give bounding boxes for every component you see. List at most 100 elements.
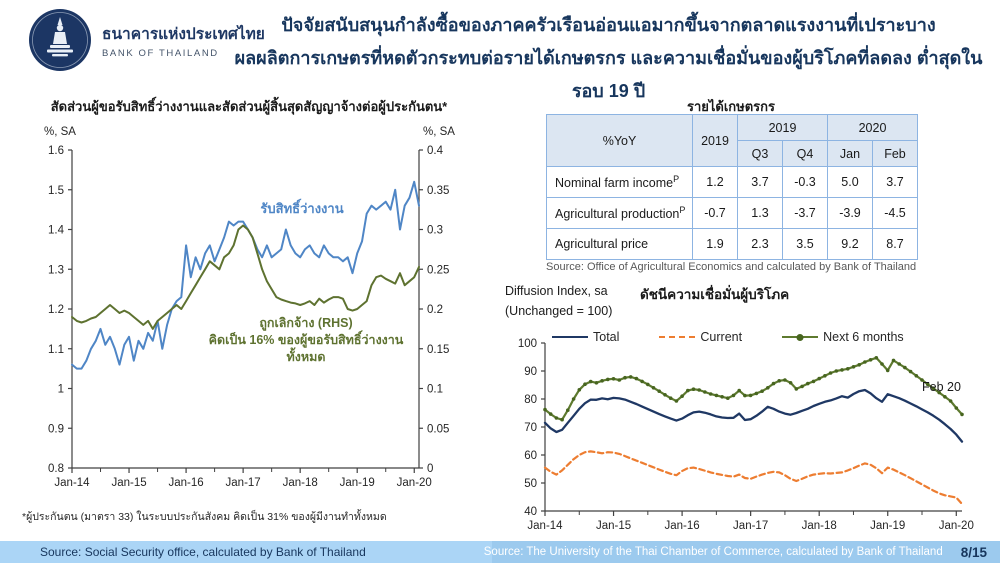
svg-text:90: 90 <box>524 366 537 378</box>
svg-text:%, SA: %, SA <box>44 126 76 138</box>
svg-text:Jan-17: Jan-17 <box>226 477 261 489</box>
col-header-jan: Jan <box>827 140 873 167</box>
total-line-swatch <box>552 336 588 338</box>
cell-value: 1.3 <box>737 197 783 229</box>
cell-value: 3.7 <box>737 166 783 198</box>
feb20-annotation: Feb 20 <box>922 380 961 394</box>
bank-name-th: ธนาคารแห่งประเทศไทย <box>102 26 265 43</box>
bank-name-en: BANK OF THAILAND <box>102 48 219 59</box>
table-row: Nominal farm incomeP 1.2 3.7 -0.3 5.0 3.7 <box>546 166 918 198</box>
diffusion-unit-label2: (Unchanged = 100) <box>505 304 613 318</box>
cell-value: 1.2 <box>692 166 738 198</box>
diffusion-unit-label: Diffusion Index, sa <box>505 284 608 298</box>
cell-value: -0.7 <box>692 197 738 229</box>
series-benefit-claims <box>71 180 420 370</box>
svg-text:60: 60 <box>524 450 537 462</box>
legend-label-total: Total <box>593 330 620 344</box>
cell-value: -4.5 <box>872 197 918 229</box>
svg-text:Jan-17: Jan-17 <box>733 520 768 532</box>
cell-value: 3.5 <box>782 228 828 260</box>
legend-item-current: Current <box>659 330 742 344</box>
svg-text:70: 70 <box>524 422 537 434</box>
svg-text:1.2: 1.2 <box>48 304 64 316</box>
svg-text:1.4: 1.4 <box>48 225 65 237</box>
benefit-claims-label: รับสิทธิ์ว่างงาน <box>260 201 344 216</box>
legend-label-next6: Next 6 months <box>823 330 904 344</box>
slide-title: ปัจจัยสนับสนุนกำลังซื้อของภาคครัวเรือนอ่… <box>225 9 992 108</box>
confidence-chart: 100 90 80 70 60 50 40 Jan-14 Jan-15 Jan-16 Jan-17 J… <box>518 338 974 532</box>
svg-text:0.2: 0.2 <box>427 304 443 316</box>
confidence-chart-title: ดัชนีความเชื่อมั่นผู้บริโภค <box>640 287 790 302</box>
table-row: Agricultural price 1.9 2.3 3.5 9.2 8.7 <box>546 228 918 260</box>
farm-income-table: %YoY 2019 2019 2020 Q3 Q4 Jan Feb Nomina… <box>546 114 918 260</box>
slide-title-line2: ผลผลิตการเกษตรที่หดตัวกระทบต่อรายได้เกษต… <box>234 48 983 101</box>
svg-text:80: 80 <box>524 394 537 406</box>
col-header-2019: 2019 <box>692 114 738 167</box>
table-row: Agricultural productionP -0.7 1.3 -3.7 -3.9-… <box>546 197 918 229</box>
row-label: Agricultural productionP <box>546 197 693 229</box>
source-right: Source: The University of the Thai Chamb… <box>483 546 943 558</box>
laid-off-label-line1: ถูกเลิกจ้าง (RHS) <box>259 316 353 330</box>
svg-text:Jan-15: Jan-15 <box>596 520 631 532</box>
svg-text:1: 1 <box>58 384 64 396</box>
col-header-yoy: %YoY <box>546 114 693 167</box>
row-label: Nominal farm incomeP <box>546 166 693 198</box>
svg-text:0.35: 0.35 <box>427 185 449 197</box>
svg-text:0.3: 0.3 <box>427 225 443 237</box>
series-laid-off <box>71 224 420 330</box>
svg-text:0: 0 <box>427 463 433 475</box>
series-total <box>543 388 964 443</box>
series-current <box>543 450 964 506</box>
cell-value: 1.9 <box>692 228 738 260</box>
bot-logo: ธนาคารแห่งประเทศไทย BANK OF THAILAND <box>28 8 265 72</box>
svg-text:Jan-19: Jan-19 <box>340 477 375 489</box>
cell-value: -3.9 <box>827 197 873 229</box>
svg-text:Jan-20: Jan-20 <box>939 520 974 532</box>
svg-text:0.25: 0.25 <box>427 264 449 276</box>
svg-text:0.4: 0.4 <box>427 145 444 157</box>
chart-footnote: *ผู้ประกันตน (มาตรา 33) ในระบบประกันสังค… <box>22 511 387 523</box>
col-group-2019: 2019 <box>737 114 828 141</box>
legend-label-current: Current <box>700 330 743 344</box>
svg-text:Jan-14: Jan-14 <box>527 520 563 532</box>
current-line-swatch <box>659 336 696 338</box>
footer-bar: Source: Social Security office, calculat… <box>0 541 1000 563</box>
next6-line-swatch <box>782 336 819 338</box>
svg-text:Jan-18: Jan-18 <box>802 520 837 532</box>
svg-text:1.6: 1.6 <box>48 145 64 157</box>
page-number: 8/15 <box>960 544 987 560</box>
cell-value: 2.3 <box>737 228 783 260</box>
cell-value: 8.7 <box>872 228 918 260</box>
unemployment-chart: 1.6 1.5 1.4 1.3 1.2 1.1 1 0.9 0.8 %, SA 0.4 0.35 0.3… <box>44 126 455 489</box>
legend-item-total: Total <box>552 330 619 344</box>
col-header-q3: Q3 <box>737 140 783 167</box>
farm-table-source: Source: Office of Agricultural Economics… <box>546 261 917 273</box>
row-label: Agricultural price <box>546 228 693 260</box>
cell-value: 5.0 <box>827 166 873 198</box>
cell-value: -3.7 <box>782 197 828 229</box>
col-group-2020: 2020 <box>827 114 918 141</box>
confidence-legend: Total Current Next 6 months <box>552 330 904 344</box>
bank-name: ธนาคารแห่งประเทศไทย BANK OF THAILAND <box>102 21 265 59</box>
svg-text:0.05: 0.05 <box>427 423 449 435</box>
unemployment-chart-title: สัดส่วนผู้ขอรับสิทธิ์ว่างงานและสัดส่วนผู… <box>50 99 448 114</box>
bot-emblem-icon <box>29 9 91 71</box>
laid-off-label-line2: คิดเป็น 16% ของผู้ขอรับสิทธิ์ว่างงานทั้ง… <box>208 333 404 364</box>
svg-text:0.8: 0.8 <box>48 463 64 475</box>
svg-text:0.15: 0.15 <box>427 344 449 356</box>
svg-text:1.5: 1.5 <box>48 185 64 197</box>
svg-text:Jan-16: Jan-16 <box>665 520 700 532</box>
slide-title-line1: ปัจจัยสนับสนุนกำลังซื้อของภาคครัวเรือนอ่… <box>281 15 936 35</box>
svg-text:0.1: 0.1 <box>427 384 443 396</box>
source-left: Source: Social Security office, calculat… <box>40 545 366 559</box>
svg-text:40: 40 <box>524 506 537 518</box>
svg-text:Jan-20: Jan-20 <box>397 477 432 489</box>
cell-value: 9.2 <box>827 228 873 260</box>
farm-table-title: รายได้เกษตรกร <box>686 99 776 114</box>
col-header-q4: Q4 <box>782 140 828 167</box>
svg-text:50: 50 <box>524 478 537 490</box>
svg-text:%, SA: %, SA <box>423 126 455 138</box>
svg-text:0.9: 0.9 <box>48 423 64 435</box>
cell-value: 3.7 <box>872 166 918 198</box>
